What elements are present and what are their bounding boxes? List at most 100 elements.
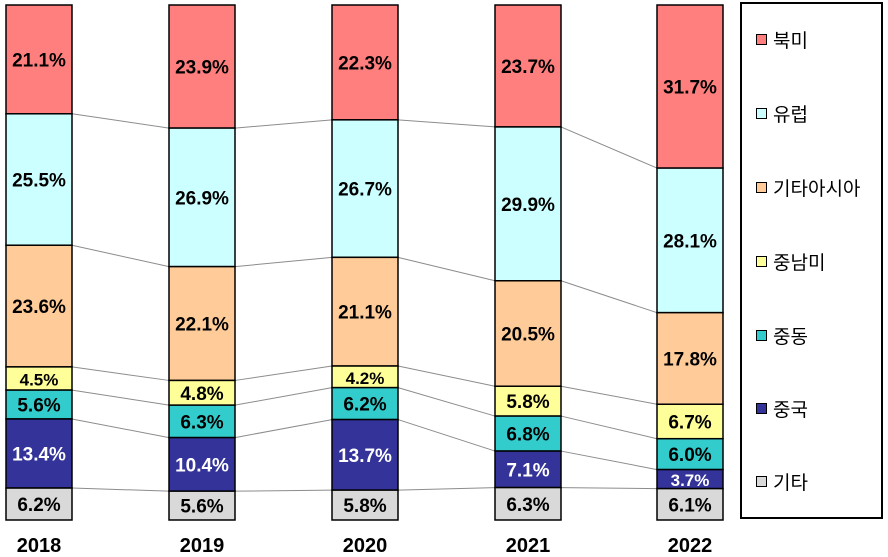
- bar-segment: [168, 265, 236, 382]
- bar-segment: [656, 487, 724, 521]
- data-label: 6.3%: [506, 495, 549, 516]
- data-label: 6.0%: [668, 445, 711, 466]
- data-label: 21.1%: [12, 50, 66, 71]
- legend-item: 중국: [756, 395, 808, 422]
- bar-segment: [168, 127, 236, 268]
- bar-segment: [5, 113, 73, 246]
- data-label: 7.1%: [506, 460, 549, 481]
- stacked-bar-chart: 21.1% 25.5% 23.6% 4.5% 5.6% 13.4% 6.2% 23.9% 26.…: [5, 4, 724, 557]
- series-line: [397, 365, 496, 387]
- series-line: [560, 487, 658, 490]
- x-tick-label: 2022: [668, 535, 713, 557]
- bar-segment: [494, 126, 562, 282]
- data-label: 6.1%: [668, 495, 711, 516]
- series-line: [234, 256, 333, 268]
- x-tick-label: 2018: [17, 535, 62, 557]
- data-label: 5.8%: [506, 392, 549, 413]
- legend-swatch: [756, 108, 767, 119]
- series-line: [234, 119, 333, 129]
- data-label: 22.3%: [338, 53, 392, 74]
- legend-label: 북미: [773, 30, 808, 52]
- data-label: 10.4%: [175, 455, 229, 476]
- bar-segment: [656, 167, 724, 314]
- series-line: [234, 365, 333, 381]
- data-label: 26.9%: [175, 188, 229, 209]
- data-label: 23.7%: [501, 57, 555, 78]
- data-label: 3.7%: [671, 471, 710, 490]
- bar-segment: [331, 489, 399, 521]
- series-line: [397, 387, 496, 417]
- bar-segment: [5, 389, 73, 420]
- data-label: 4.8%: [180, 384, 223, 405]
- data-label: 13.7%: [338, 446, 392, 467]
- bar-segment: [494, 280, 562, 387]
- bar-segment: [168, 436, 236, 492]
- bar-segment: [5, 4, 73, 115]
- data-label: 5.8%: [343, 496, 386, 517]
- legend-swatch: [756, 34, 767, 45]
- legend-label: 중동: [773, 326, 808, 348]
- data-label: 31.7%: [663, 78, 717, 99]
- data-label: 6.2%: [17, 495, 60, 516]
- series-line: [560, 385, 658, 405]
- data-label: 20.5%: [501, 324, 555, 345]
- bar-segment: [494, 4, 562, 128]
- series-line: [560, 450, 658, 471]
- series-line: [234, 419, 333, 439]
- series-connector-lines: [71, 113, 658, 492]
- series-line: [397, 119, 496, 128]
- legend-item: 유럽: [756, 100, 808, 127]
- series-line: [234, 387, 333, 406]
- data-label: 6.2%: [343, 395, 386, 416]
- data-label: 6.3%: [180, 412, 223, 433]
- bar-stacks: [5, 4, 724, 521]
- data-label: 13.4%: [12, 444, 66, 465]
- data-label: 26.7%: [338, 180, 392, 201]
- bar-segment: [494, 486, 562, 521]
- legend-swatch: [756, 256, 767, 267]
- data-label: 6.8%: [506, 425, 549, 446]
- data-label: 28.1%: [663, 231, 717, 252]
- legend-item: 북미: [756, 26, 808, 53]
- legend-swatch: [756, 476, 767, 487]
- legend-swatch: [756, 182, 767, 193]
- data-label: 6.7%: [668, 412, 711, 433]
- x-tick-label: 2019: [180, 535, 225, 557]
- bar-segment: [331, 256, 399, 367]
- data-label: 29.9%: [501, 195, 555, 216]
- data-label: 23.9%: [175, 58, 229, 79]
- x-tick-label: 2020: [343, 535, 388, 557]
- data-label: 23.6%: [12, 297, 66, 318]
- data-label: 5.6%: [180, 497, 223, 518]
- bar-segment: [168, 490, 236, 521]
- bar-segment: [5, 418, 73, 489]
- series-line: [71, 418, 170, 439]
- legend-label: 유럽: [773, 104, 808, 126]
- legend-item: 기타: [756, 468, 808, 495]
- legend-item: 중남미: [756, 248, 825, 275]
- legend-swatch: [756, 330, 767, 341]
- legend-label: 기타: [773, 472, 808, 494]
- series-line: [71, 113, 170, 129]
- bar-segment: [494, 450, 562, 489]
- series-line: [397, 419, 496, 452]
- data-label: 5.6%: [17, 396, 60, 417]
- series-line: [71, 487, 170, 492]
- series-line: [397, 487, 496, 491]
- x-axis-tick-labels: 2018 2019 2020 2021 2022: [17, 535, 713, 557]
- x-tick-label: 2021: [506, 535, 551, 557]
- legend-item: 기타아시아: [756, 174, 860, 201]
- data-label: 4.2%: [346, 369, 385, 388]
- series-line: [560, 415, 658, 440]
- bar-segment: [331, 418, 399, 491]
- series-line: [234, 489, 333, 492]
- legend-item: 중동: [756, 322, 808, 349]
- series-line: [71, 389, 170, 406]
- bar-segment: [656, 437, 724, 471]
- legend-label: 중남미: [773, 252, 826, 274]
- legend-label: 중국: [773, 399, 808, 421]
- legend-label: 기타아시아: [773, 178, 861, 200]
- series-line: [560, 126, 658, 169]
- data-label: 25.5%: [12, 171, 66, 192]
